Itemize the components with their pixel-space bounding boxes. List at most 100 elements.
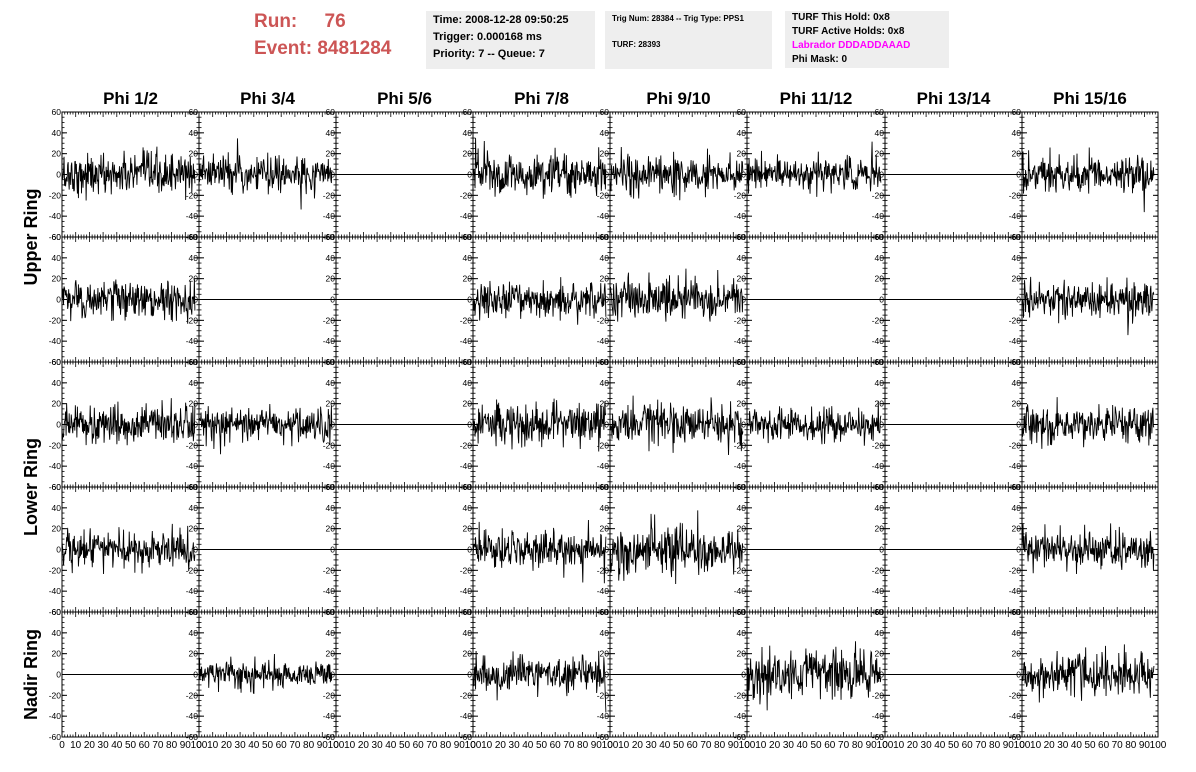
y-tick-label: -40 xyxy=(872,211,885,221)
y-tick-label: 20 xyxy=(189,149,199,159)
y-tick-label: -20 xyxy=(323,315,336,325)
y-tick-label: 20 xyxy=(1012,274,1022,284)
waveform-trace xyxy=(1021,147,1155,213)
y-tick-label: -20 xyxy=(460,565,473,575)
column-title: Phi 13/14 xyxy=(917,89,991,108)
y-tick-label: 20 xyxy=(463,524,473,534)
y-tick-label: -60 xyxy=(49,482,62,492)
y-tick-label: 20 xyxy=(600,399,610,409)
y-tick-label: 60 xyxy=(52,232,62,242)
y-tick-label: 0 xyxy=(193,170,198,180)
waveform-trace xyxy=(746,400,882,446)
y-tick-label: -20 xyxy=(872,440,885,450)
labrador-text: Labrador DDDADDAAAD xyxy=(792,40,911,51)
ring-label: Lower Ring xyxy=(21,438,41,536)
y-tick-label: 40 xyxy=(875,378,885,388)
waveform-trace xyxy=(1021,397,1155,449)
y-tick-label: -20 xyxy=(460,440,473,450)
y-tick-label: 20 xyxy=(189,399,199,409)
y-tick-label: -40 xyxy=(734,461,747,471)
y-tick-label: 40 xyxy=(463,503,473,513)
y-tick-label: -20 xyxy=(1009,440,1022,450)
y-tick-label: 20 xyxy=(52,274,62,284)
y-tick-label: -40 xyxy=(49,211,62,221)
y-tick-label: -20 xyxy=(597,315,610,325)
y-tick-label: 20 xyxy=(875,274,885,284)
y-tick-label: 0 xyxy=(193,545,198,555)
y-tick-label: 60 xyxy=(875,357,885,367)
y-tick-label: -40 xyxy=(186,211,199,221)
y-tick-label: 40 xyxy=(326,128,336,138)
y-tick-label: 20 xyxy=(326,524,336,534)
column-title: Phi 15/16 xyxy=(1053,89,1127,108)
waveform-trace xyxy=(198,138,333,210)
y-tick-label: 20 xyxy=(189,524,199,534)
y-tick-label: -20 xyxy=(49,565,62,575)
trigger-text: Trigger: 0.000168 ms xyxy=(433,31,542,43)
y-tick-label: 40 xyxy=(189,378,199,388)
waveform-trace xyxy=(472,520,607,584)
y-tick-label: 60 xyxy=(189,482,199,492)
y-tick-label: -40 xyxy=(872,461,885,471)
y-tick-label: 60 xyxy=(737,107,747,117)
y-tick-label: 40 xyxy=(189,128,199,138)
y-tick-label: 0 xyxy=(879,170,884,180)
y-tick-label: 0 xyxy=(879,295,884,305)
y-tick-label: 40 xyxy=(1012,128,1022,138)
y-tick-label: -60 xyxy=(49,232,62,242)
y-tick-label: 20 xyxy=(737,274,747,284)
y-tick-label: 60 xyxy=(52,357,62,367)
y-tick-label: 20 xyxy=(52,399,62,409)
column-title: Phi 3/4 xyxy=(240,89,295,108)
waveform-trace xyxy=(746,141,882,197)
y-tick-label: -20 xyxy=(323,440,336,450)
ring-label: Nadir Ring xyxy=(21,629,41,720)
run-value: 76 xyxy=(324,11,346,32)
column-title: Phi 1/2 xyxy=(103,89,158,108)
y-tick-label: 0 xyxy=(56,170,61,180)
y-tick-label: 60 xyxy=(52,107,62,117)
y-tick-label: 60 xyxy=(52,482,62,492)
y-tick-label: 0 xyxy=(1016,420,1021,430)
y-tick-label: -40 xyxy=(49,586,62,596)
column-title: Phi 11/12 xyxy=(780,89,853,108)
y-tick-label: -20 xyxy=(460,190,473,200)
y-tick-label: 0 xyxy=(741,420,746,430)
y-tick-label: -20 xyxy=(186,440,199,450)
y-tick-label: 40 xyxy=(737,378,747,388)
turf-text: TURF: 28393 xyxy=(612,40,661,49)
y-tick-label: 60 xyxy=(1012,232,1022,242)
y-tick-label: 0 xyxy=(467,170,472,180)
waveform-trace xyxy=(1021,276,1155,336)
y-tick-label: 0 xyxy=(741,170,746,180)
column-title: Phi 7/8 xyxy=(514,89,569,108)
y-tick-label: -20 xyxy=(597,190,610,200)
y-tick-label: 0 xyxy=(604,170,609,180)
y-tick-label: 0 xyxy=(193,420,198,430)
y-tick-label: 60 xyxy=(189,107,199,117)
y-tick-label: 20 xyxy=(463,399,473,409)
y-tick-label: 40 xyxy=(326,378,336,388)
y-tick-label: -20 xyxy=(323,565,336,575)
y-tick-label: 20 xyxy=(737,149,747,159)
y-tick-label: 0 xyxy=(56,545,61,555)
y-tick-label: 0 xyxy=(741,295,746,305)
y-tick-label: 40 xyxy=(326,253,336,263)
y-tick-label: 20 xyxy=(737,399,747,409)
y-tick-label: 20 xyxy=(463,149,473,159)
trig-info-box: Trig Num: 28384 -- Trig Type: PPS1 TURF:… xyxy=(605,11,772,69)
turf-this-hold-text: TURF This Hold: 0x8 xyxy=(792,12,890,23)
waveform-trace xyxy=(472,138,607,199)
waveform-trace xyxy=(198,404,333,455)
y-tick-label: -20 xyxy=(1009,190,1022,200)
y-tick-label: -40 xyxy=(460,336,473,346)
